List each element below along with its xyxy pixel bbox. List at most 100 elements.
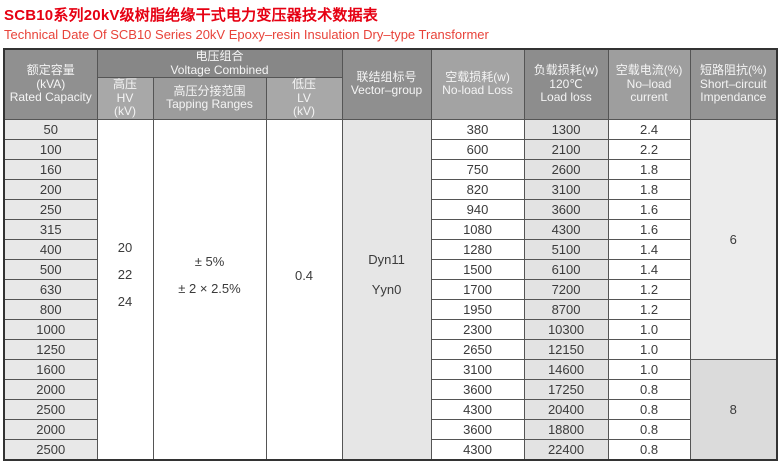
header-label-en: HV xyxy=(116,90,134,105)
table-row: 2500 4300 22400 0.8 xyxy=(3,438,777,460)
no-load-current-cell: 1.0 xyxy=(607,338,691,360)
load-loss-cell: 5100 xyxy=(523,238,609,260)
load-loss-cell: 2100 xyxy=(523,138,609,160)
col-header-rated-capacity: 额定容量 (kVA) Rated Capacity xyxy=(3,48,98,120)
header-label-en: No–load xyxy=(626,76,672,91)
header-label-en: Tapping Ranges xyxy=(166,97,253,112)
hv-value: 20 xyxy=(117,240,133,255)
table-row: 250 940 3600 1.6 xyxy=(3,198,777,220)
table-row: 2500 4300 20400 0.8 xyxy=(3,398,777,420)
load-loss-cell: 8700 xyxy=(523,298,609,320)
no-load-current-cell: 1.8 xyxy=(607,178,691,200)
hv-values-cell: 20 22 24 xyxy=(96,118,154,460)
no-load-loss-cell: 1950 xyxy=(430,298,525,320)
rated-capacity-cell: 315 xyxy=(3,218,98,240)
no-load-loss-cell: 600 xyxy=(430,138,525,160)
header-label-cn: 高压 xyxy=(112,77,137,91)
rated-capacity-cell: 200 xyxy=(3,178,98,200)
no-load-loss-cell: 2300 xyxy=(430,318,525,340)
header-label-cn: 电压组合 xyxy=(195,49,244,63)
table-row: 2000 3600 18800 0.8 xyxy=(3,418,777,440)
no-load-current-cell: 1.0 xyxy=(607,358,691,380)
rated-capacity-cell: 630 xyxy=(3,278,98,300)
rated-capacity-cell: 2500 xyxy=(3,398,98,420)
no-load-current-cell: 1.8 xyxy=(607,158,691,180)
col-header-tapping-ranges: 高压分接范围 Tapping Ranges xyxy=(152,77,267,120)
tapping-ranges-cell: ± 5% ± 2 × 2.5% xyxy=(152,118,267,460)
no-load-loss-cell: 1080 xyxy=(430,218,525,240)
table-row: 160 750 2600 1.8 xyxy=(3,158,777,180)
no-load-loss-cell: 3100 xyxy=(430,358,525,380)
header-label-cn: 低压 xyxy=(292,77,317,91)
rated-capacity-cell: 250 xyxy=(3,198,98,220)
vector-group-value: Yyn0 xyxy=(371,282,402,297)
header-label-en: Vector–group xyxy=(350,83,423,98)
no-load-current-cell: 1.2 xyxy=(607,278,691,300)
header-label-en: Short–circuit xyxy=(699,76,767,91)
no-load-loss-cell: 1700 xyxy=(430,278,525,300)
load-loss-cell: 1300 xyxy=(523,118,609,140)
rated-capacity-cell: 50 xyxy=(3,118,98,140)
no-load-loss-cell: 940 xyxy=(430,198,525,220)
hv-value: 22 xyxy=(117,267,133,282)
rated-capacity-cell: 500 xyxy=(3,258,98,280)
tapping-value: ± 5% xyxy=(194,253,225,269)
load-loss-cell: 18800 xyxy=(523,418,609,440)
impedance-cell: 8 xyxy=(689,358,778,460)
load-loss-cell: 7200 xyxy=(523,278,609,300)
rated-capacity-cell: 400 xyxy=(3,238,98,260)
load-loss-cell: 4300 xyxy=(523,218,609,240)
header-label-en: Rated Capacity xyxy=(9,90,92,104)
no-load-current-cell: 0.8 xyxy=(607,378,691,400)
col-header-hv: 高压 HV (kV) xyxy=(96,77,154,120)
page-subtitle: Technical Date Of SCB10 Series 20kV Epox… xyxy=(4,27,489,42)
no-load-current-cell: 0.8 xyxy=(607,438,691,460)
no-load-loss-cell: 3600 xyxy=(430,378,525,400)
rated-capacity-cell: 160 xyxy=(3,158,98,180)
load-loss-cell: 3600 xyxy=(523,198,609,220)
no-load-loss-cell: 4300 xyxy=(430,398,525,420)
rated-capacity-cell: 1600 xyxy=(3,358,98,380)
header-row-1: 额定容量 (kVA) Rated Capacity 电压组合 Voltage C… xyxy=(3,48,778,120)
header-label-cn: 短路阻抗(%) xyxy=(699,63,767,77)
header-label-cn: 额定容量 xyxy=(26,63,75,77)
no-load-loss-cell: 750 xyxy=(430,158,525,180)
table-row: 630 1700 7200 1.2 xyxy=(3,278,777,300)
no-load-loss-cell: 1280 xyxy=(430,238,525,260)
load-loss-cell: 3100 xyxy=(523,178,609,200)
table-row: 315 1080 4300 1.6 xyxy=(3,218,777,240)
table-row: 1250 2650 12150 1.0 xyxy=(3,338,777,360)
col-header-vector-group: 联结组标号 Vector–group xyxy=(341,48,432,120)
no-load-loss-cell: 380 xyxy=(430,118,525,140)
lv-value: 0.4 xyxy=(294,267,314,283)
no-load-loss-cell: 1500 xyxy=(430,258,525,280)
no-load-loss-cell: 4300 xyxy=(430,438,525,460)
no-load-current-cell: 1.6 xyxy=(607,218,691,240)
no-load-current-cell: 1.6 xyxy=(607,198,691,220)
header-label-cn: 空载损耗(w) xyxy=(445,69,510,84)
col-header-no-load-loss: 空载损耗(w) No-load Loss xyxy=(430,48,525,120)
page-title: SCB10系列20kV级树脂绝缘干式电力变压器技术数据表 xyxy=(4,7,378,24)
no-load-current-cell: 0.8 xyxy=(607,418,691,440)
col-header-no-load-current: 空载电流(%) No–load current xyxy=(607,48,691,120)
no-load-current-cell: 1.0 xyxy=(607,318,691,340)
rated-capacity-cell: 100 xyxy=(3,138,98,160)
header-row-2: 高压 HV (kV) 高压分接范围 Tapping Ranges 低压 LV (… xyxy=(4,77,777,120)
table-row: 1000 2300 10300 1.0 xyxy=(3,318,777,340)
no-load-current-cell: 0.8 xyxy=(607,398,691,420)
load-loss-cell: 14600 xyxy=(523,358,609,380)
transformer-spec-table: 额定容量 (kVA) Rated Capacity 电压组合 Voltage C… xyxy=(3,48,779,461)
load-loss-cell: 22400 xyxy=(523,438,609,460)
col-header-voltage-combined: 电压组合 Voltage Combined xyxy=(96,48,343,78)
table-row: 500 1500 6100 1.4 xyxy=(3,258,777,280)
load-loss-cell: 2600 xyxy=(523,158,609,180)
rated-capacity-cell: 800 xyxy=(3,298,98,320)
rated-capacity-cell: 2500 xyxy=(3,438,98,460)
tapping-value: ± 2 × 2.5% xyxy=(178,280,241,296)
vector-group-cell: Dyn11 Yyn0 xyxy=(341,118,432,460)
rated-capacity-cell: 2000 xyxy=(3,418,98,440)
rated-capacity-cell: 1250 xyxy=(3,338,98,360)
header-label-en: Voltage Combined xyxy=(170,62,269,77)
load-loss-cell: 10300 xyxy=(523,318,609,340)
header-label-en: Impendance xyxy=(700,90,767,104)
